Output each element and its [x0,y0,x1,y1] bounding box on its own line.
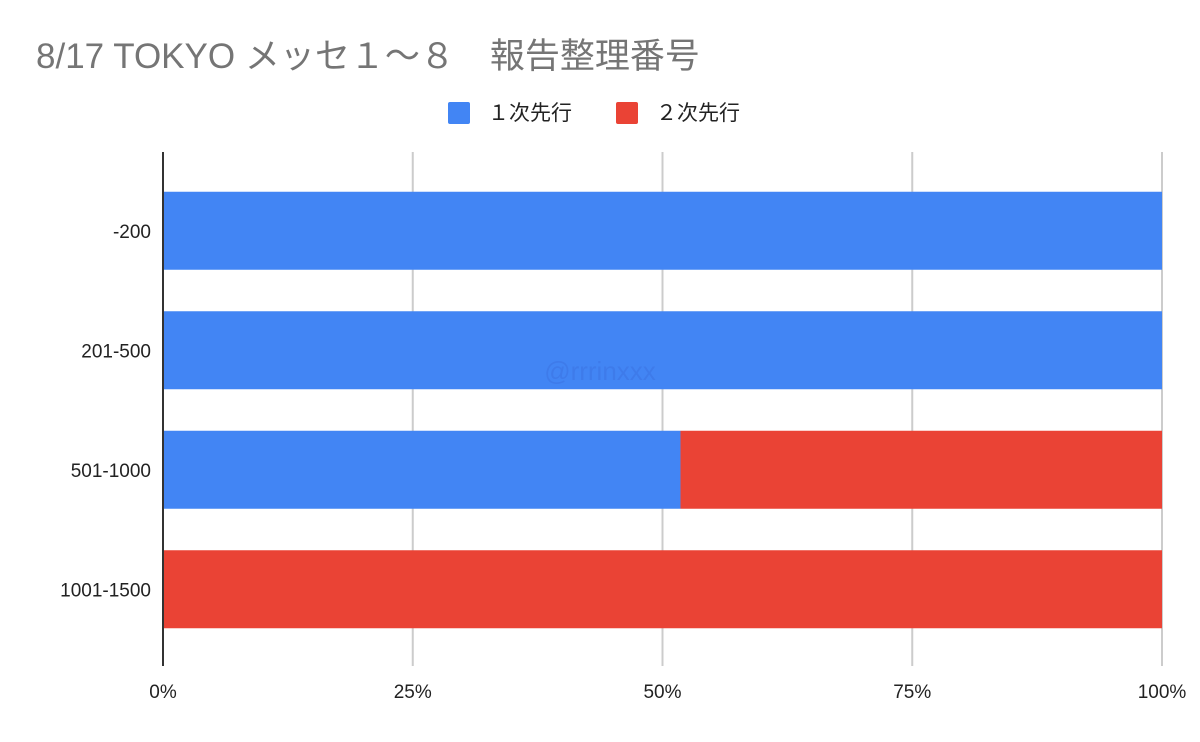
legend-label-1: １次先行 [488,102,572,125]
legend-swatch-1 [448,102,470,124]
legend: １次先行 ２次先行 [448,102,740,125]
bar-1001-1500-series-2 [163,550,1162,629]
y-axis: -200 201-500 501-1000 1001-1500 [60,152,164,666]
y-tick-label: 201-500 [81,341,151,362]
bar-501-1000-series-2 [680,430,1162,509]
x-tick-label: 100% [1138,682,1187,703]
x-tick-label: 25% [394,682,432,703]
x-tick-label: 50% [643,682,681,703]
chart-title: 8/17 TOKYO メッセ１〜８ 報告整理番号 [36,37,700,76]
bar-201-500-series-1 [163,311,1162,390]
y-tick-label: 1001-1500 [60,580,151,601]
x-tick-label: 0% [149,682,177,703]
bars [163,191,1162,629]
bar--200-series-1 [163,191,1162,270]
legend-label-2: ２次先行 [656,102,740,125]
bar-501-1000-series-1 [163,430,681,509]
x-tick-label: 75% [893,682,931,703]
y-tick-label: 501-1000 [71,461,151,482]
watermark: @rrrinxxx [544,356,656,386]
legend-swatch-2 [616,102,638,124]
x-axis: 0% 25% 50% 75% 100% [149,682,1186,703]
y-tick-label: -200 [113,222,151,243]
